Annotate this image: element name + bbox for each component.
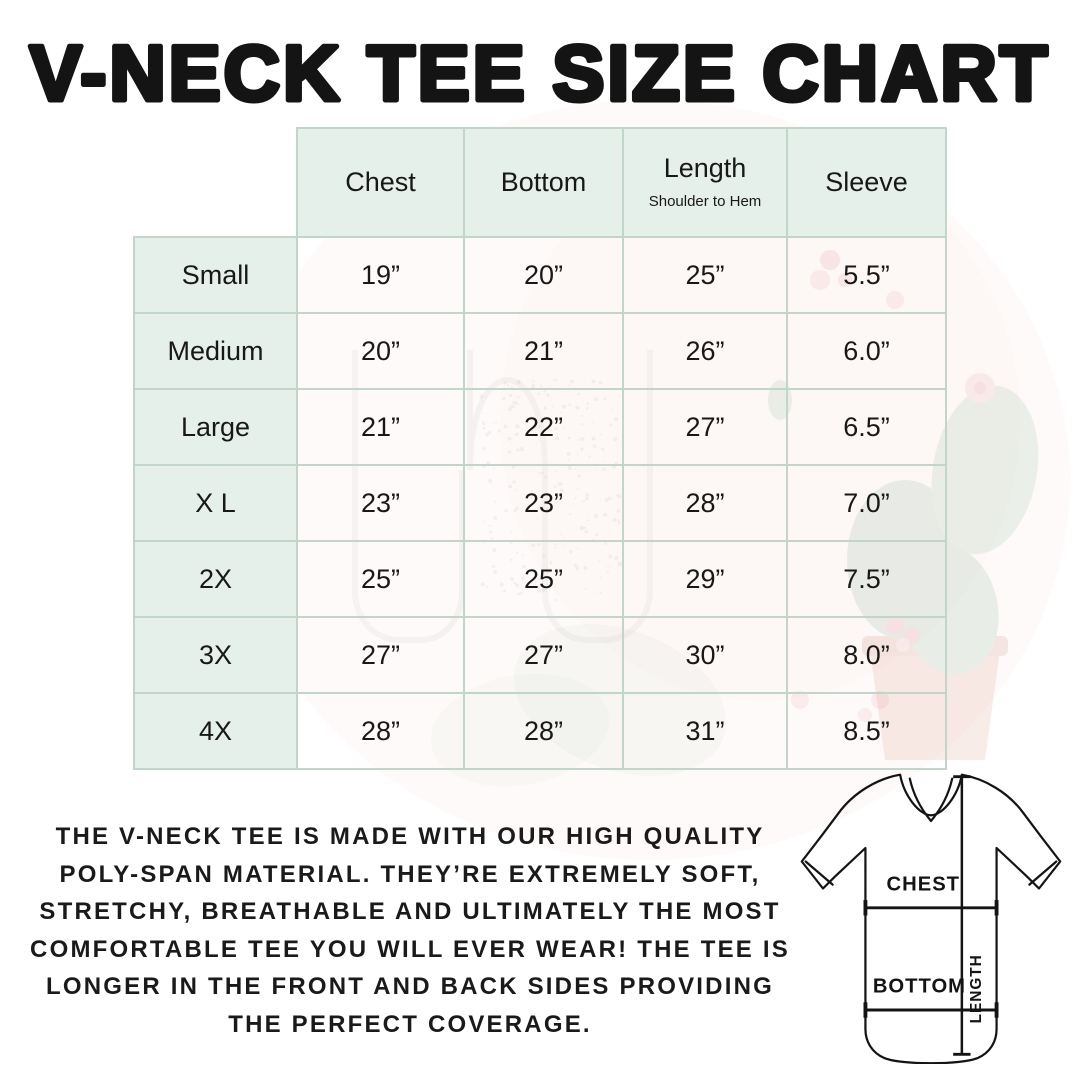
svg-text:CHEST: CHEST [887,873,960,895]
svg-text:LENGTH: LENGTH [968,954,985,1023]
svg-text:V-NECK TEE SIZE CHART: V-NECK TEE SIZE CHART [30,29,1051,117]
svg-text:BOTTOM: BOTTOM [873,976,966,998]
